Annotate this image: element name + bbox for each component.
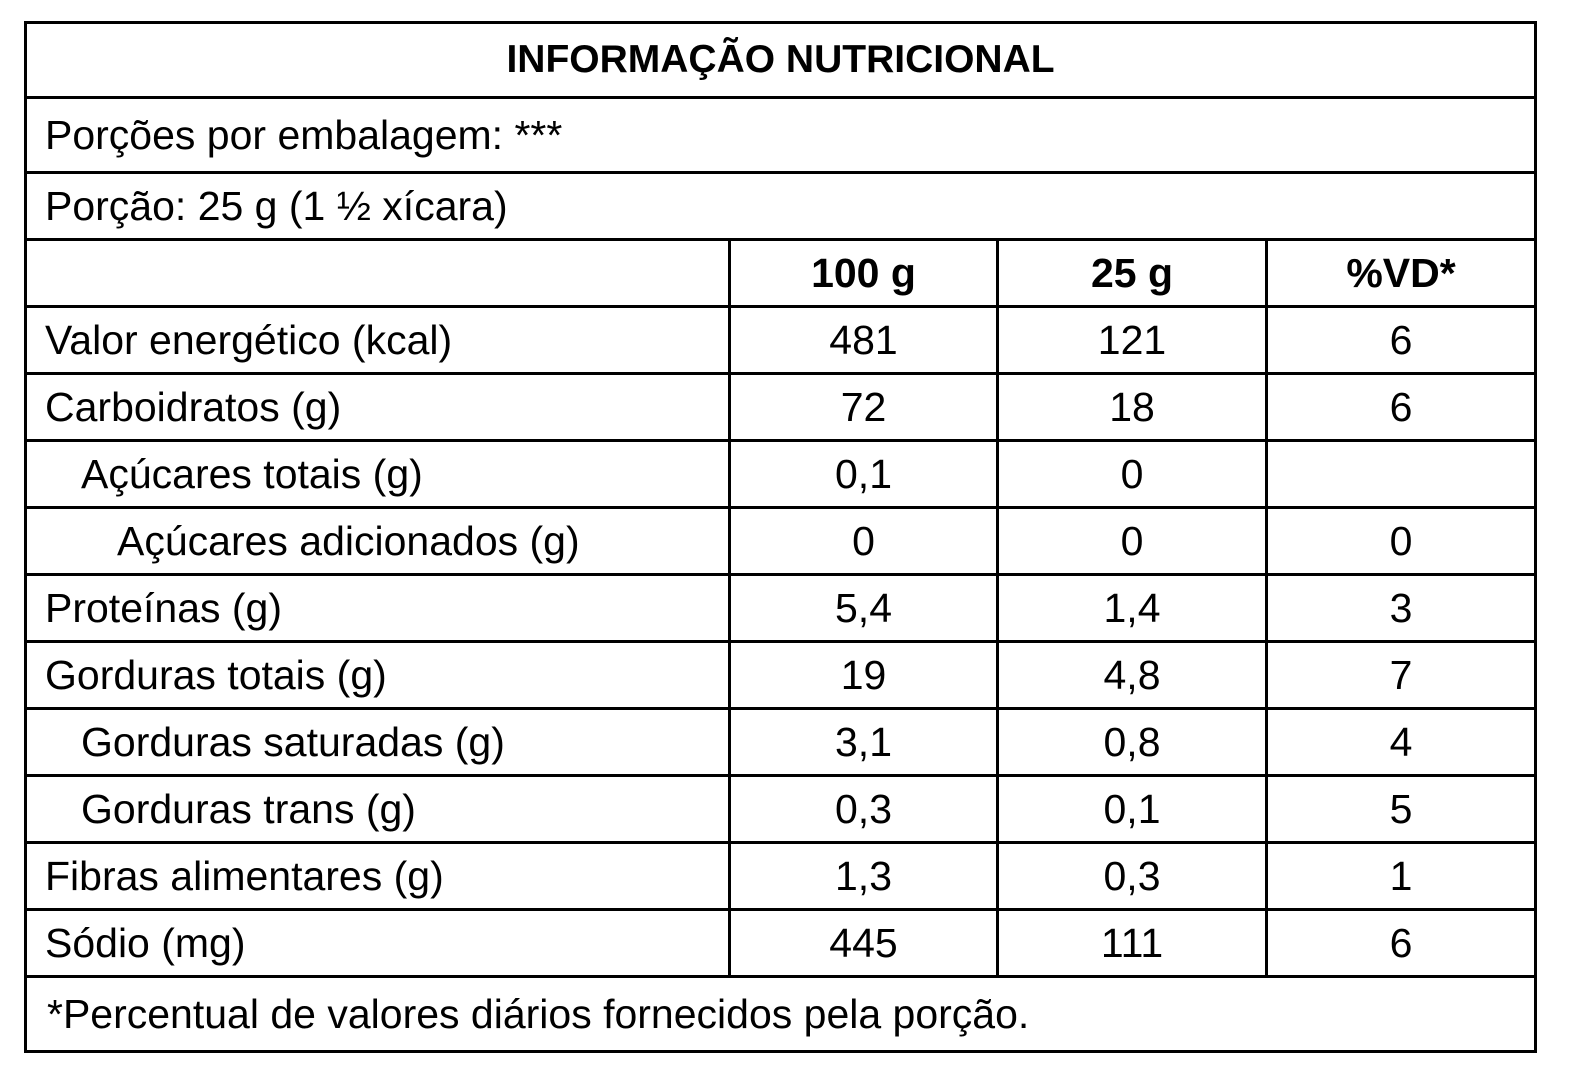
table-row: Gorduras trans (g) 0,3 0,1 5 (24, 774, 1537, 844)
nutrient-label: Valor energético (kcal) (24, 305, 731, 375)
value-cell: 1,4 (996, 573, 1268, 643)
value-cell: 18 (996, 372, 1268, 442)
value-cell: 0 (728, 506, 999, 576)
nutrient-label: Gorduras saturadas (g) (24, 707, 731, 777)
serving: Porção: 25 g (1 ½ xícara) (24, 171, 1537, 241)
nutrient-label: Proteínas (g) (24, 573, 731, 643)
value-cell: 3,1 (728, 707, 999, 777)
header-cell: %VD* (1265, 238, 1537, 308)
nutrient-label: Carboidratos (g) (24, 372, 731, 442)
header-cell: 100 g (728, 238, 999, 308)
table-row: Gorduras saturadas (g) 3,1 0,8 4 (24, 707, 1537, 777)
nutrient-label: Açúcares adicionados (g) (24, 506, 731, 576)
value-cell (1265, 439, 1537, 509)
nutrient-label: Gorduras trans (g) (24, 774, 731, 844)
table-row: Proteínas (g) 5,4 1,4 3 (24, 573, 1537, 643)
header-cell: 25 g (996, 238, 1268, 308)
value-cell: 6 (1265, 372, 1537, 442)
value-cell: 6 (1265, 305, 1537, 375)
value-cell: 19 (728, 640, 999, 710)
table-body: Valor energético (kcal) 481 121 6 Carboidrat… (24, 305, 1537, 978)
value-cell: 7 (1265, 640, 1537, 710)
value-cell: 5,4 (728, 573, 999, 643)
table-row: Gorduras totais (g) 19 4,8 7 (24, 640, 1537, 710)
value-cell: 0,3 (996, 841, 1268, 911)
servings-row: Porções por embalagem: *** (24, 96, 1537, 174)
title: INFORMAÇÃO NUTRICIONAL (24, 21, 1537, 99)
value-cell: 3 (1265, 573, 1537, 643)
header-row: 100 g 25 g %VD* (24, 238, 1537, 308)
footnote-row: *Percentual de valores diários fornecido… (24, 975, 1537, 1053)
value-cell: 0 (996, 439, 1268, 509)
servings: Porções por embalagem: *** (24, 96, 1537, 174)
nutrient-label: Fibras alimentares (g) (24, 841, 731, 911)
title-row: INFORMAÇÃO NUTRICIONAL (24, 21, 1537, 99)
value-cell: 72 (728, 372, 999, 442)
value-cell: 0 (1265, 506, 1537, 576)
value-cell: 111 (996, 908, 1268, 978)
value-cell: 481 (728, 305, 999, 375)
table-row: Açúcares totais (g) 0,1 0 (24, 439, 1537, 509)
table-row: Açúcares adicionados (g) 0 0 0 (24, 506, 1537, 576)
footnote: *Percentual de valores diários fornecido… (24, 975, 1537, 1053)
table-row: Valor energético (kcal) 481 121 6 (24, 305, 1537, 375)
nutrient-label: Gorduras totais (g) (24, 640, 731, 710)
table-row: Fibras alimentares (g) 1,3 0,3 1 (24, 841, 1537, 911)
table-row: Carboidratos (g) 72 18 6 (24, 372, 1537, 442)
serving-row: Porção: 25 g (1 ½ xícara) (24, 171, 1537, 241)
nutrition-table: INFORMAÇÃO NUTRICIONAL Porções por embal… (24, 21, 1537, 1053)
value-cell: 0,1 (996, 774, 1268, 844)
value-cell: 4 (1265, 707, 1537, 777)
nutrient-label: Sódio (mg) (24, 908, 731, 978)
value-cell: 4,8 (996, 640, 1268, 710)
nutrient-label: Açúcares totais (g) (24, 439, 731, 509)
value-cell: 0 (996, 506, 1268, 576)
value-cell: 5 (1265, 774, 1537, 844)
value-cell: 0,1 (728, 439, 999, 509)
value-cell: 0,8 (996, 707, 1268, 777)
header-cell (24, 238, 731, 308)
value-cell: 0,3 (728, 774, 999, 844)
value-cell: 1 (1265, 841, 1537, 911)
value-cell: 6 (1265, 908, 1537, 978)
value-cell: 445 (728, 908, 999, 978)
value-cell: 1,3 (728, 841, 999, 911)
value-cell: 121 (996, 305, 1268, 375)
table-row: Sódio (mg) 445 111 6 (24, 908, 1537, 978)
